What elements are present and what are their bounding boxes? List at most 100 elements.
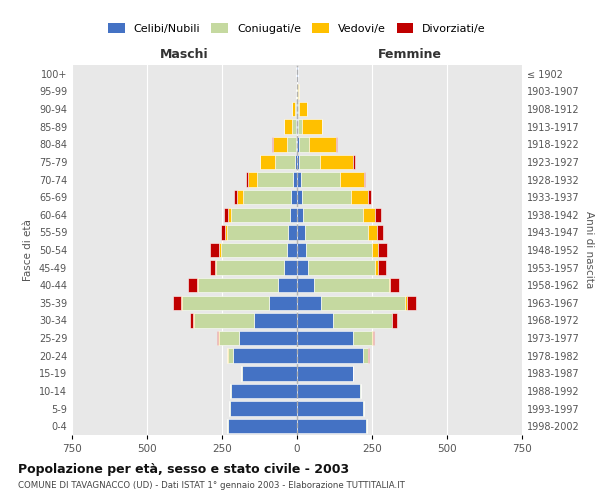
Bar xyxy=(367,190,371,204)
Bar xyxy=(390,278,399,292)
Bar xyxy=(297,296,321,310)
Bar xyxy=(210,243,219,257)
Bar xyxy=(297,225,305,240)
Bar xyxy=(223,208,228,222)
Bar xyxy=(367,348,368,363)
Bar xyxy=(297,66,298,81)
Bar xyxy=(299,137,309,152)
Bar xyxy=(297,102,298,117)
Bar xyxy=(296,66,297,81)
Bar xyxy=(353,154,355,169)
Text: Femmine: Femmine xyxy=(377,48,442,62)
Bar xyxy=(217,331,218,345)
Bar xyxy=(298,84,299,98)
Bar xyxy=(260,154,275,169)
Bar xyxy=(291,190,297,204)
Bar xyxy=(288,225,297,240)
Bar xyxy=(254,314,297,328)
Bar xyxy=(233,348,297,363)
Bar xyxy=(297,137,299,152)
Bar xyxy=(173,296,181,310)
Bar xyxy=(296,120,297,134)
Bar xyxy=(296,137,297,152)
Bar xyxy=(277,278,297,292)
Y-axis label: Fasce di età: Fasce di età xyxy=(23,219,33,281)
Bar xyxy=(229,402,297,416)
Y-axis label: Anni di nascita: Anni di nascita xyxy=(584,212,593,288)
Bar xyxy=(287,243,297,257)
Bar xyxy=(239,331,297,345)
Bar xyxy=(182,296,269,310)
Bar xyxy=(297,402,363,416)
Bar xyxy=(272,137,273,152)
Bar xyxy=(228,208,231,222)
Bar xyxy=(296,84,297,98)
Bar xyxy=(298,102,299,117)
Bar xyxy=(297,278,314,292)
Bar xyxy=(375,208,381,222)
Bar xyxy=(219,331,239,345)
Bar xyxy=(360,384,361,398)
Bar xyxy=(375,260,378,275)
Bar xyxy=(297,154,299,169)
Bar xyxy=(218,331,219,345)
Bar xyxy=(302,120,322,134)
Bar xyxy=(373,331,374,345)
Bar xyxy=(257,172,293,186)
Bar xyxy=(378,243,387,257)
Bar xyxy=(363,402,364,416)
Bar xyxy=(221,225,225,240)
Bar xyxy=(336,137,337,152)
Text: Maschi: Maschi xyxy=(160,48,209,62)
Bar xyxy=(234,190,237,204)
Bar xyxy=(308,260,375,275)
Bar xyxy=(243,190,291,204)
Bar xyxy=(230,384,231,398)
Bar xyxy=(284,120,292,134)
Bar xyxy=(297,384,360,398)
Bar xyxy=(292,102,295,117)
Bar xyxy=(290,208,297,222)
Bar xyxy=(188,278,197,292)
Bar xyxy=(292,120,296,134)
Bar xyxy=(221,243,287,257)
Bar xyxy=(372,331,373,345)
Bar xyxy=(297,348,363,363)
Bar xyxy=(297,120,298,134)
Bar xyxy=(293,172,297,186)
Bar xyxy=(297,331,353,345)
Bar xyxy=(364,172,365,186)
Bar xyxy=(296,102,297,117)
Bar xyxy=(225,225,227,240)
Bar xyxy=(297,172,301,186)
Bar xyxy=(389,278,390,292)
Text: Popolazione per età, sesso e stato civile - 2003: Popolazione per età, sesso e stato civil… xyxy=(18,462,349,475)
Bar xyxy=(377,225,383,240)
Bar xyxy=(405,296,407,310)
Bar xyxy=(340,172,364,186)
Bar xyxy=(297,190,302,204)
Bar xyxy=(231,208,290,222)
Bar xyxy=(269,296,297,310)
Bar xyxy=(295,154,297,169)
Bar xyxy=(287,137,296,152)
Bar xyxy=(392,314,397,328)
Bar xyxy=(241,366,297,380)
Bar xyxy=(210,260,215,275)
Bar xyxy=(333,314,392,328)
Bar xyxy=(305,225,367,240)
Bar xyxy=(367,225,377,240)
Bar xyxy=(198,278,277,292)
Bar xyxy=(378,260,386,275)
Bar xyxy=(353,331,372,345)
Bar xyxy=(273,137,287,152)
Bar xyxy=(314,278,389,292)
Bar xyxy=(309,137,336,152)
Bar xyxy=(297,208,303,222)
Bar xyxy=(368,348,369,363)
Bar xyxy=(219,243,221,257)
Bar xyxy=(297,84,298,98)
Bar xyxy=(237,190,243,204)
Bar xyxy=(351,190,367,204)
Bar xyxy=(297,314,333,328)
